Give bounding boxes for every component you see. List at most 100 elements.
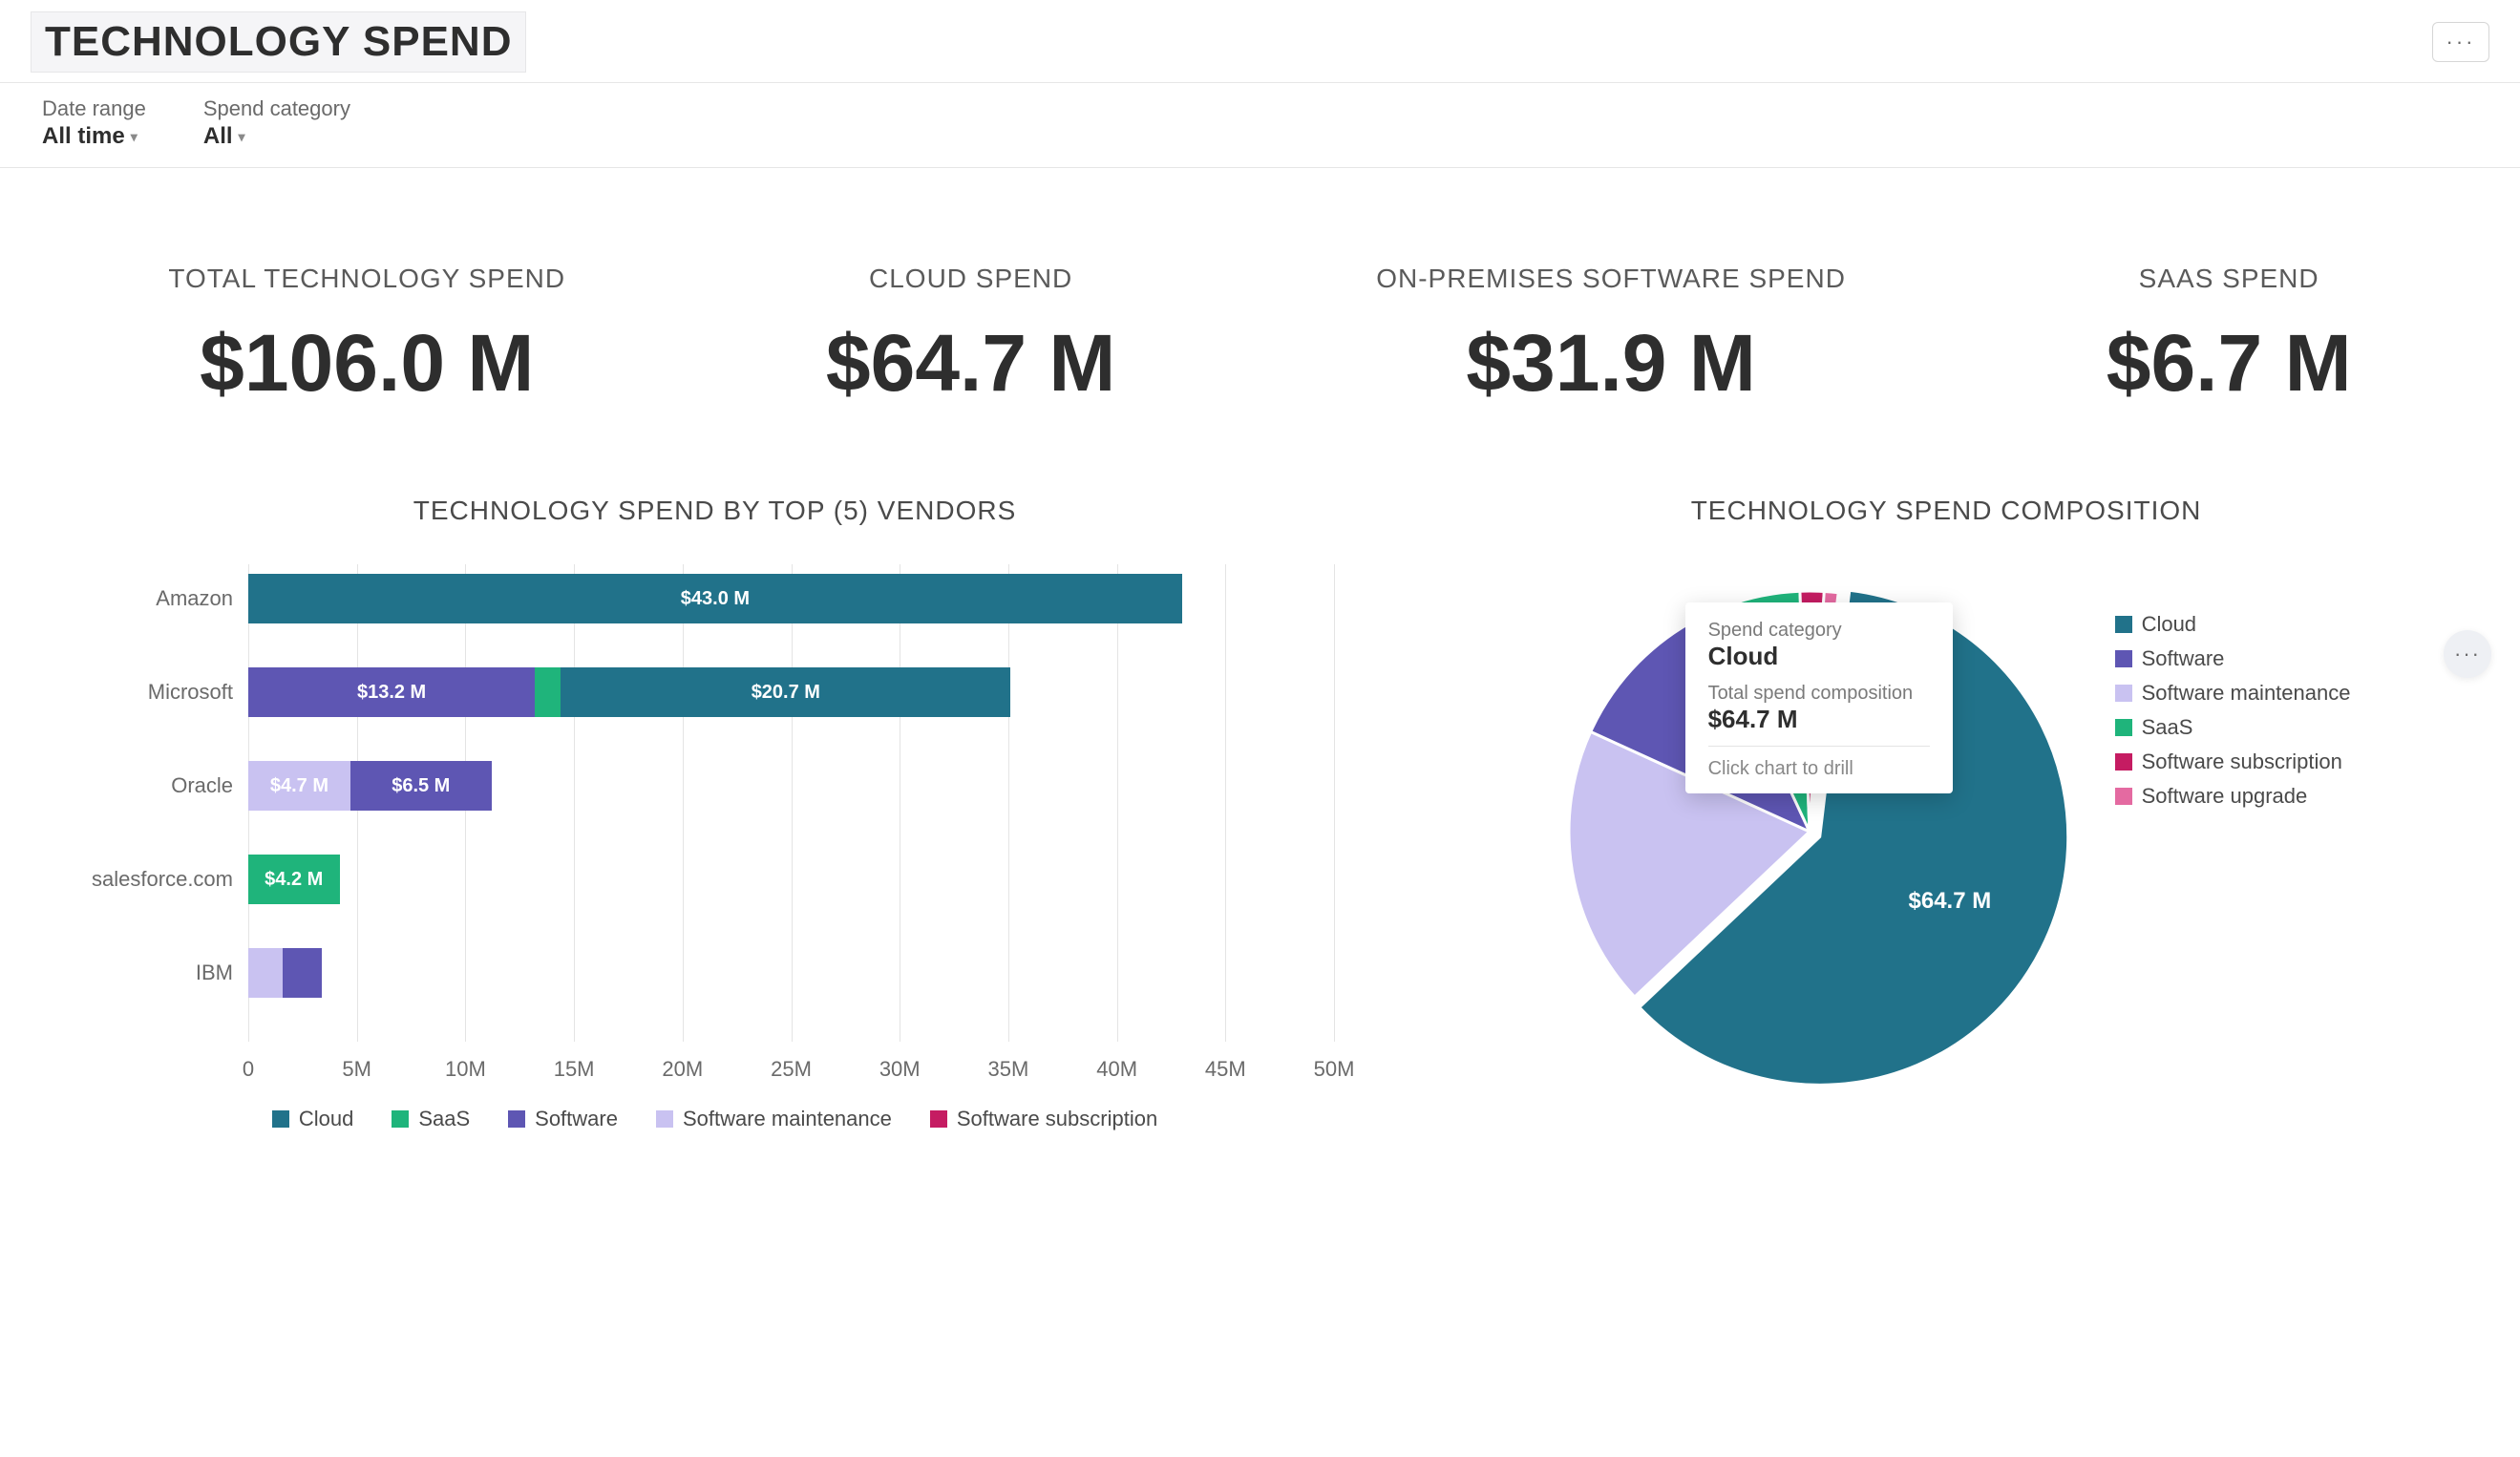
kpi-label: ON-PREMISES SOFTWARE SPEND (1376, 264, 1846, 294)
vendor-label: Microsoft (148, 680, 248, 705)
bar-segment[interactable] (535, 667, 561, 717)
kpi-label: CLOUD SPEND (826, 264, 1116, 294)
bar-segment[interactable] (248, 948, 283, 998)
x-tick-label: 50M (1314, 1057, 1355, 1082)
bar-xaxis: 05M10M15M20M25M30M35M40M45M50M (248, 1051, 1334, 1089)
legend-label: Cloud (2142, 612, 2196, 637)
floating-more-button[interactable]: ··· (2444, 630, 2491, 678)
legend-swatch (2115, 753, 2132, 771)
legend-swatch (508, 1110, 525, 1128)
vendor-label: IBM (196, 961, 248, 985)
legend-label: SaaS (2142, 715, 2193, 740)
x-tick-label: 40M (1096, 1057, 1137, 1082)
chevron-down-icon: ▾ (131, 129, 138, 145)
kpi-value: $106.0 M (168, 317, 565, 410)
pie-container[interactable]: $64.7 M Spend category Cloud Total spend… (1542, 564, 2077, 1104)
chevron-down-icon: ▾ (239, 129, 245, 145)
legend-swatch (2115, 650, 2132, 667)
legend-label: Cloud (299, 1107, 353, 1131)
kpi-card: SAAS SPEND $6.7 M (2107, 264, 2352, 410)
kpi-card: ON-PREMISES SOFTWARE SPEND $31.9 M (1376, 264, 1846, 410)
bar-row[interactable]: IBM (248, 948, 1334, 998)
legend-item[interactable]: Software (508, 1107, 618, 1131)
legend-swatch (2115, 616, 2132, 633)
filter-spend-category: Spend category All ▾ (203, 96, 350, 150)
bar-plot[interactable]: Amazon$43.0 MMicrosoft$13.2 M$20.7 MOrac… (248, 564, 1334, 1042)
more-icon: ··· (2454, 642, 2481, 666)
legend-item[interactable]: SaaS (2115, 715, 2351, 740)
bar-segment[interactable]: $4.2 M (248, 855, 340, 904)
kpi-row: TOTAL TECHNOLOGY SPEND $106.0 M CLOUD SP… (0, 168, 2520, 467)
bar-row[interactable]: salesforce.com$4.2 M (248, 855, 1334, 904)
legend-item[interactable]: Cloud (2115, 612, 2351, 637)
legend-item[interactable]: Software maintenance (2115, 681, 2351, 706)
vendor-label: Amazon (156, 586, 248, 611)
legend-label: Software subscription (957, 1107, 1157, 1131)
legend-swatch (2115, 685, 2132, 702)
legend-swatch (930, 1110, 947, 1128)
bar-row[interactable]: Oracle$4.7 M$6.5 M (248, 761, 1334, 811)
bar-segment[interactable]: $43.0 M (248, 574, 1182, 623)
filter-spend-category-value[interactable]: All ▾ (203, 123, 350, 150)
bar-segment[interactable]: $6.5 M (350, 761, 492, 811)
vendor-label: salesforce.com (92, 867, 248, 892)
legend-swatch (656, 1110, 673, 1128)
legend-swatch (392, 1110, 409, 1128)
x-tick-label: 0 (243, 1057, 254, 1082)
pie-slice-label: $64.7 M (1909, 888, 1992, 915)
kpi-card: CLOUD SPEND $64.7 M (826, 264, 1116, 410)
legend-item[interactable]: SaaS (392, 1107, 470, 1131)
bar-segment[interactable]: $4.7 M (248, 761, 350, 811)
filter-value-text: All time (42, 123, 125, 150)
header-bar: TECHNOLOGY SPEND ··· (0, 0, 2520, 83)
x-tick-label: 5M (342, 1057, 371, 1082)
pie-chart-card: TECHNOLOGY SPEND COMPOSITION $64.7 M Spe… (1429, 496, 2463, 1131)
tooltip-label: Total spend composition (1708, 683, 1930, 705)
legend-item[interactable]: Software subscription (2115, 750, 2351, 774)
bar-segment[interactable] (283, 948, 322, 998)
tooltip-value: $64.7 M (1708, 705, 1930, 734)
legend-label: SaaS (418, 1107, 470, 1131)
legend-label: Software upgrade (2142, 784, 2308, 809)
legend-item[interactable]: Software maintenance (656, 1107, 892, 1131)
bar-row[interactable]: Microsoft$13.2 M$20.7 M (248, 667, 1334, 717)
pie-chart-title: TECHNOLOGY SPEND COMPOSITION (1429, 496, 2463, 526)
x-tick-label: 25M (771, 1057, 812, 1082)
kpi-value: $31.9 M (1376, 317, 1846, 410)
tooltip-hint: Click chart to drill (1708, 758, 1930, 780)
kpi-card: TOTAL TECHNOLOGY SPEND $106.0 M (168, 264, 565, 410)
tooltip-divider (1708, 746, 1930, 747)
bar-chart-area: Amazon$43.0 M Microsoft$13.2 M $20.7 M Orac… (57, 564, 1372, 1089)
page-title: TECHNOLOGY SPEND (31, 11, 526, 73)
pie-wrap: $64.7 M Spend category Cloud Total spend… (1429, 564, 2463, 1104)
legend-label: Software maintenance (683, 1107, 892, 1131)
legend-label: Software maintenance (2142, 681, 2351, 706)
filter-date-range-value[interactable]: All time ▾ (42, 123, 146, 150)
legend-item[interactable]: Software subscription (930, 1107, 1157, 1131)
bar-row[interactable]: Amazon$43.0 M (248, 574, 1334, 623)
kpi-label: SAAS SPEND (2107, 264, 2352, 294)
bar-segment[interactable]: $20.7 M (561, 667, 1010, 717)
bar-chart-title: TECHNOLOGY SPEND BY TOP (5) VENDORS (57, 496, 1372, 526)
kpi-value: $64.7 M (826, 317, 1116, 410)
filter-label: Spend category (203, 96, 350, 121)
kpi-label: TOTAL TECHNOLOGY SPEND (168, 264, 565, 294)
filter-date-range: Date range All time ▾ (42, 96, 146, 150)
x-tick-label: 30M (879, 1057, 921, 1082)
legend-swatch (272, 1110, 289, 1128)
filters-bar: Date range All time ▾ Spend category All… (0, 83, 2520, 168)
bar-segment[interactable]: $13.2 M (248, 667, 535, 717)
more-menu-button[interactable]: ··· (2432, 22, 2489, 62)
legend-label: Software (2142, 646, 2225, 671)
legend-label: Software subscription (2142, 750, 2342, 774)
x-tick-label: 10M (445, 1057, 486, 1082)
legend-item[interactable]: Software upgrade (2115, 784, 2351, 809)
legend-item[interactable]: Software (2115, 646, 2351, 671)
charts-row: TECHNOLOGY SPEND BY TOP (5) VENDORS Amaz… (0, 467, 2520, 1170)
pie-tooltip: Spend category Cloud Total spend composi… (1685, 602, 1953, 793)
bar-chart-card: TECHNOLOGY SPEND BY TOP (5) VENDORS Amaz… (57, 496, 1372, 1131)
legend-item[interactable]: Cloud (272, 1107, 353, 1131)
x-tick-label: 35M (988, 1057, 1029, 1082)
bar-chart-legend: Cloud SaaS Software Software maintenance Sof… (57, 1107, 1372, 1131)
tooltip-label: Spend category (1708, 620, 1930, 642)
